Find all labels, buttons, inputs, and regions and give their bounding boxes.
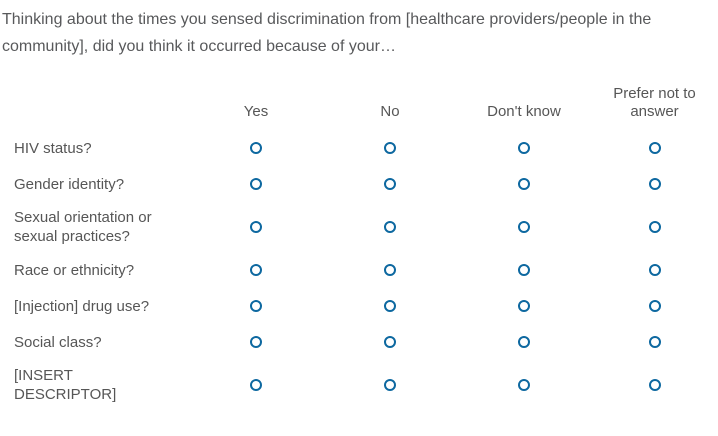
row-label: Gender identity? xyxy=(14,175,125,193)
radio-cell xyxy=(323,300,457,312)
column-header-no: No xyxy=(380,103,400,120)
radio-cell xyxy=(323,264,457,276)
radio-sexual-orientation-no[interactable] xyxy=(384,221,396,233)
matrix-row-sexual-orientation: Sexual orientation or sexual practices? xyxy=(14,202,718,252)
radio-gender-identity-dont-know[interactable] xyxy=(518,178,530,190)
radio-insert-descriptor-yes[interactable] xyxy=(250,379,262,391)
radio-hiv-status-dont-know[interactable] xyxy=(518,142,530,154)
radio-drug-use-dont-know[interactable] xyxy=(518,300,530,312)
matrix-row-drug-use: [Injection] drug use? xyxy=(14,288,718,324)
radio-cell xyxy=(323,221,457,233)
radio-sexual-orientation-yes[interactable] xyxy=(250,221,262,233)
radio-drug-use-no[interactable] xyxy=(384,300,396,312)
radio-race-ethnicity-dont-know[interactable] xyxy=(518,264,530,276)
radio-sexual-orientation-prefer-not[interactable] xyxy=(648,221,661,233)
radio-cell xyxy=(323,379,457,391)
radio-insert-descriptor-prefer-not[interactable] xyxy=(648,379,661,391)
row-label: Race or ethnicity? xyxy=(14,261,135,279)
radio-cell xyxy=(189,336,323,348)
radio-cell xyxy=(189,178,323,190)
radio-gender-identity-prefer-not[interactable] xyxy=(648,178,661,190)
column-header-yes: Yes xyxy=(243,103,269,120)
radio-cell xyxy=(591,178,718,190)
radio-cell xyxy=(323,178,457,190)
row-label: [INSERT DESCRIPTOR] xyxy=(14,367,117,403)
header-spacer xyxy=(14,118,189,130)
radio-cell xyxy=(457,178,591,190)
radio-cell xyxy=(457,379,591,391)
radio-cell xyxy=(591,379,718,391)
radio-insert-descriptor-dont-know[interactable] xyxy=(518,379,530,391)
radio-race-ethnicity-prefer-not[interactable] xyxy=(648,264,661,276)
radio-race-ethnicity-no[interactable] xyxy=(384,264,396,276)
matrix-row-hiv-status: HIV status? xyxy=(14,130,718,166)
question-text: Thinking about the times you sensed disc… xyxy=(2,11,652,55)
radio-cell xyxy=(323,336,457,348)
row-label: Sexual orientation or sexual practices? xyxy=(14,209,152,245)
radio-race-ethnicity-yes[interactable] xyxy=(250,264,262,276)
radio-hiv-status-prefer-not[interactable] xyxy=(648,142,661,154)
radio-cell xyxy=(591,221,718,233)
response-matrix: Yes No Don't know Prefer not to answer H… xyxy=(0,84,718,410)
radio-cell xyxy=(189,221,323,233)
radio-cell xyxy=(591,142,718,154)
matrix-header-row: Yes No Don't know Prefer not to answer xyxy=(14,84,718,130)
matrix-row-social-class: Social class? xyxy=(14,324,718,360)
column-header-prefer-not: Prefer not to answer xyxy=(613,85,696,120)
radio-cell xyxy=(189,142,323,154)
radio-insert-descriptor-no[interactable] xyxy=(384,379,396,391)
row-label: [Injection] drug use? xyxy=(14,297,150,315)
radio-cell xyxy=(457,300,591,312)
row-label: Social class? xyxy=(14,333,102,351)
radio-cell xyxy=(189,379,323,391)
survey-question-page: Thinking about the times you sensed disc… xyxy=(0,6,718,436)
radio-social-class-dont-know[interactable] xyxy=(518,336,530,348)
radio-gender-identity-yes[interactable] xyxy=(250,178,262,190)
matrix-row-insert-descriptor: [INSERT DESCRIPTOR] xyxy=(14,360,718,410)
radio-cell xyxy=(591,300,718,312)
radio-cell xyxy=(189,300,323,312)
column-header-dont-know: Don't know xyxy=(487,103,561,120)
radio-social-class-prefer-not[interactable] xyxy=(648,336,661,348)
matrix-row-gender-identity: Gender identity? xyxy=(14,166,718,202)
radio-cell xyxy=(457,336,591,348)
radio-cell xyxy=(591,264,718,276)
radio-social-class-yes[interactable] xyxy=(250,336,262,348)
radio-social-class-no[interactable] xyxy=(384,336,396,348)
radio-cell xyxy=(591,336,718,348)
radio-cell xyxy=(323,142,457,154)
matrix-row-race-ethnicity: Race or ethnicity? xyxy=(14,252,718,288)
radio-gender-identity-no[interactable] xyxy=(384,178,396,190)
radio-cell xyxy=(457,221,591,233)
radio-hiv-status-no[interactable] xyxy=(384,142,396,154)
row-label: HIV status? xyxy=(14,139,92,157)
radio-drug-use-yes[interactable] xyxy=(250,300,262,312)
radio-sexual-orientation-dont-know[interactable] xyxy=(518,221,530,233)
radio-hiv-status-yes[interactable] xyxy=(250,142,262,154)
radio-drug-use-prefer-not[interactable] xyxy=(648,300,661,312)
radio-cell xyxy=(457,264,591,276)
radio-cell xyxy=(189,264,323,276)
radio-cell xyxy=(457,142,591,154)
